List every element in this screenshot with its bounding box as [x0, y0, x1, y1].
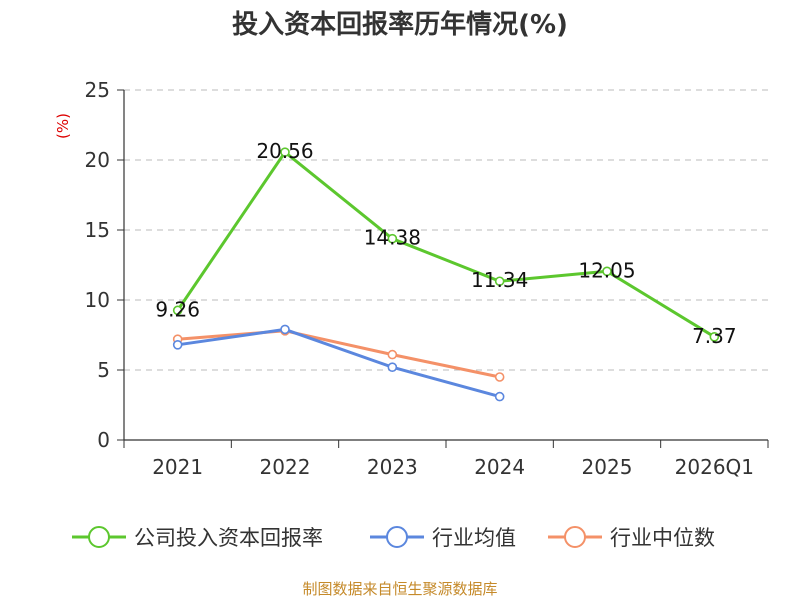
data-label: 14.38 [364, 226, 421, 250]
data-point [280, 147, 290, 157]
x-tick-label: 2025 [582, 455, 633, 479]
data-label: 9.26 [155, 297, 200, 321]
data-point [494, 391, 505, 402]
legend-item-2[interactable]: 行业中位数 [548, 526, 715, 550]
data-labels: 9.26 20.56 14.38 11.34 12.05 7.37 [155, 139, 736, 348]
grid-lines [124, 89, 768, 371]
data-point [387, 349, 398, 360]
y-tick-label: 15 [85, 218, 110, 242]
data-point [494, 372, 505, 382]
legend-label: 行业中位数 [610, 526, 715, 550]
x-tick-label: 2022 [260, 455, 311, 479]
legend[interactable]: 公司投入资本回报率 行业均值 行业中位数 [72, 526, 715, 550]
data-point [172, 339, 183, 350]
legend-item-1[interactable]: 行业均值 [370, 526, 516, 550]
data-label: 20.56 [256, 139, 313, 163]
data-point [387, 362, 398, 373]
chart-title: 投入资本回报率历年情况(%) [232, 9, 568, 40]
x-tick-label: 2023 [367, 455, 418, 479]
y-tick-label: 0 [97, 428, 110, 452]
series-layer [172, 147, 720, 402]
data-point [709, 332, 720, 342]
data-point [494, 276, 505, 287]
series-line-0 [176, 150, 716, 339]
data-point [602, 266, 612, 277]
legend-swatch-marker [88, 526, 110, 548]
data-point [172, 305, 183, 316]
legend-item-0[interactable]: 公司投入资本回报率 [72, 526, 323, 550]
legend-swatch-marker [386, 526, 408, 548]
data-label: 12.05 [578, 258, 635, 282]
data-point [280, 324, 290, 335]
x-tick-label: 2026Q1 [675, 455, 754, 479]
data-label: 7.37 [692, 324, 737, 348]
legend-label: 公司投入资本回报率 [134, 526, 323, 550]
y-tick-label: 25 [85, 78, 110, 102]
y-tick-label: 20 [85, 148, 110, 172]
legend-swatch-marker [564, 526, 586, 548]
data-label: 11.34 [471, 268, 528, 292]
y-tick-label: 5 [97, 358, 110, 382]
data-point [387, 233, 398, 244]
series-line-1 [177, 327, 501, 399]
y-tick-label: 10 [85, 288, 110, 312]
source-note: 制图数据来自恒生聚源数据库 [302, 580, 497, 598]
y-axis-unit-label: (%) [54, 113, 72, 139]
x-tick-label: 2024 [474, 455, 525, 479]
legend-label: 行业均值 [432, 526, 516, 550]
x-tick-label: 2021 [152, 455, 203, 479]
series-line-2 [177, 329, 500, 379]
